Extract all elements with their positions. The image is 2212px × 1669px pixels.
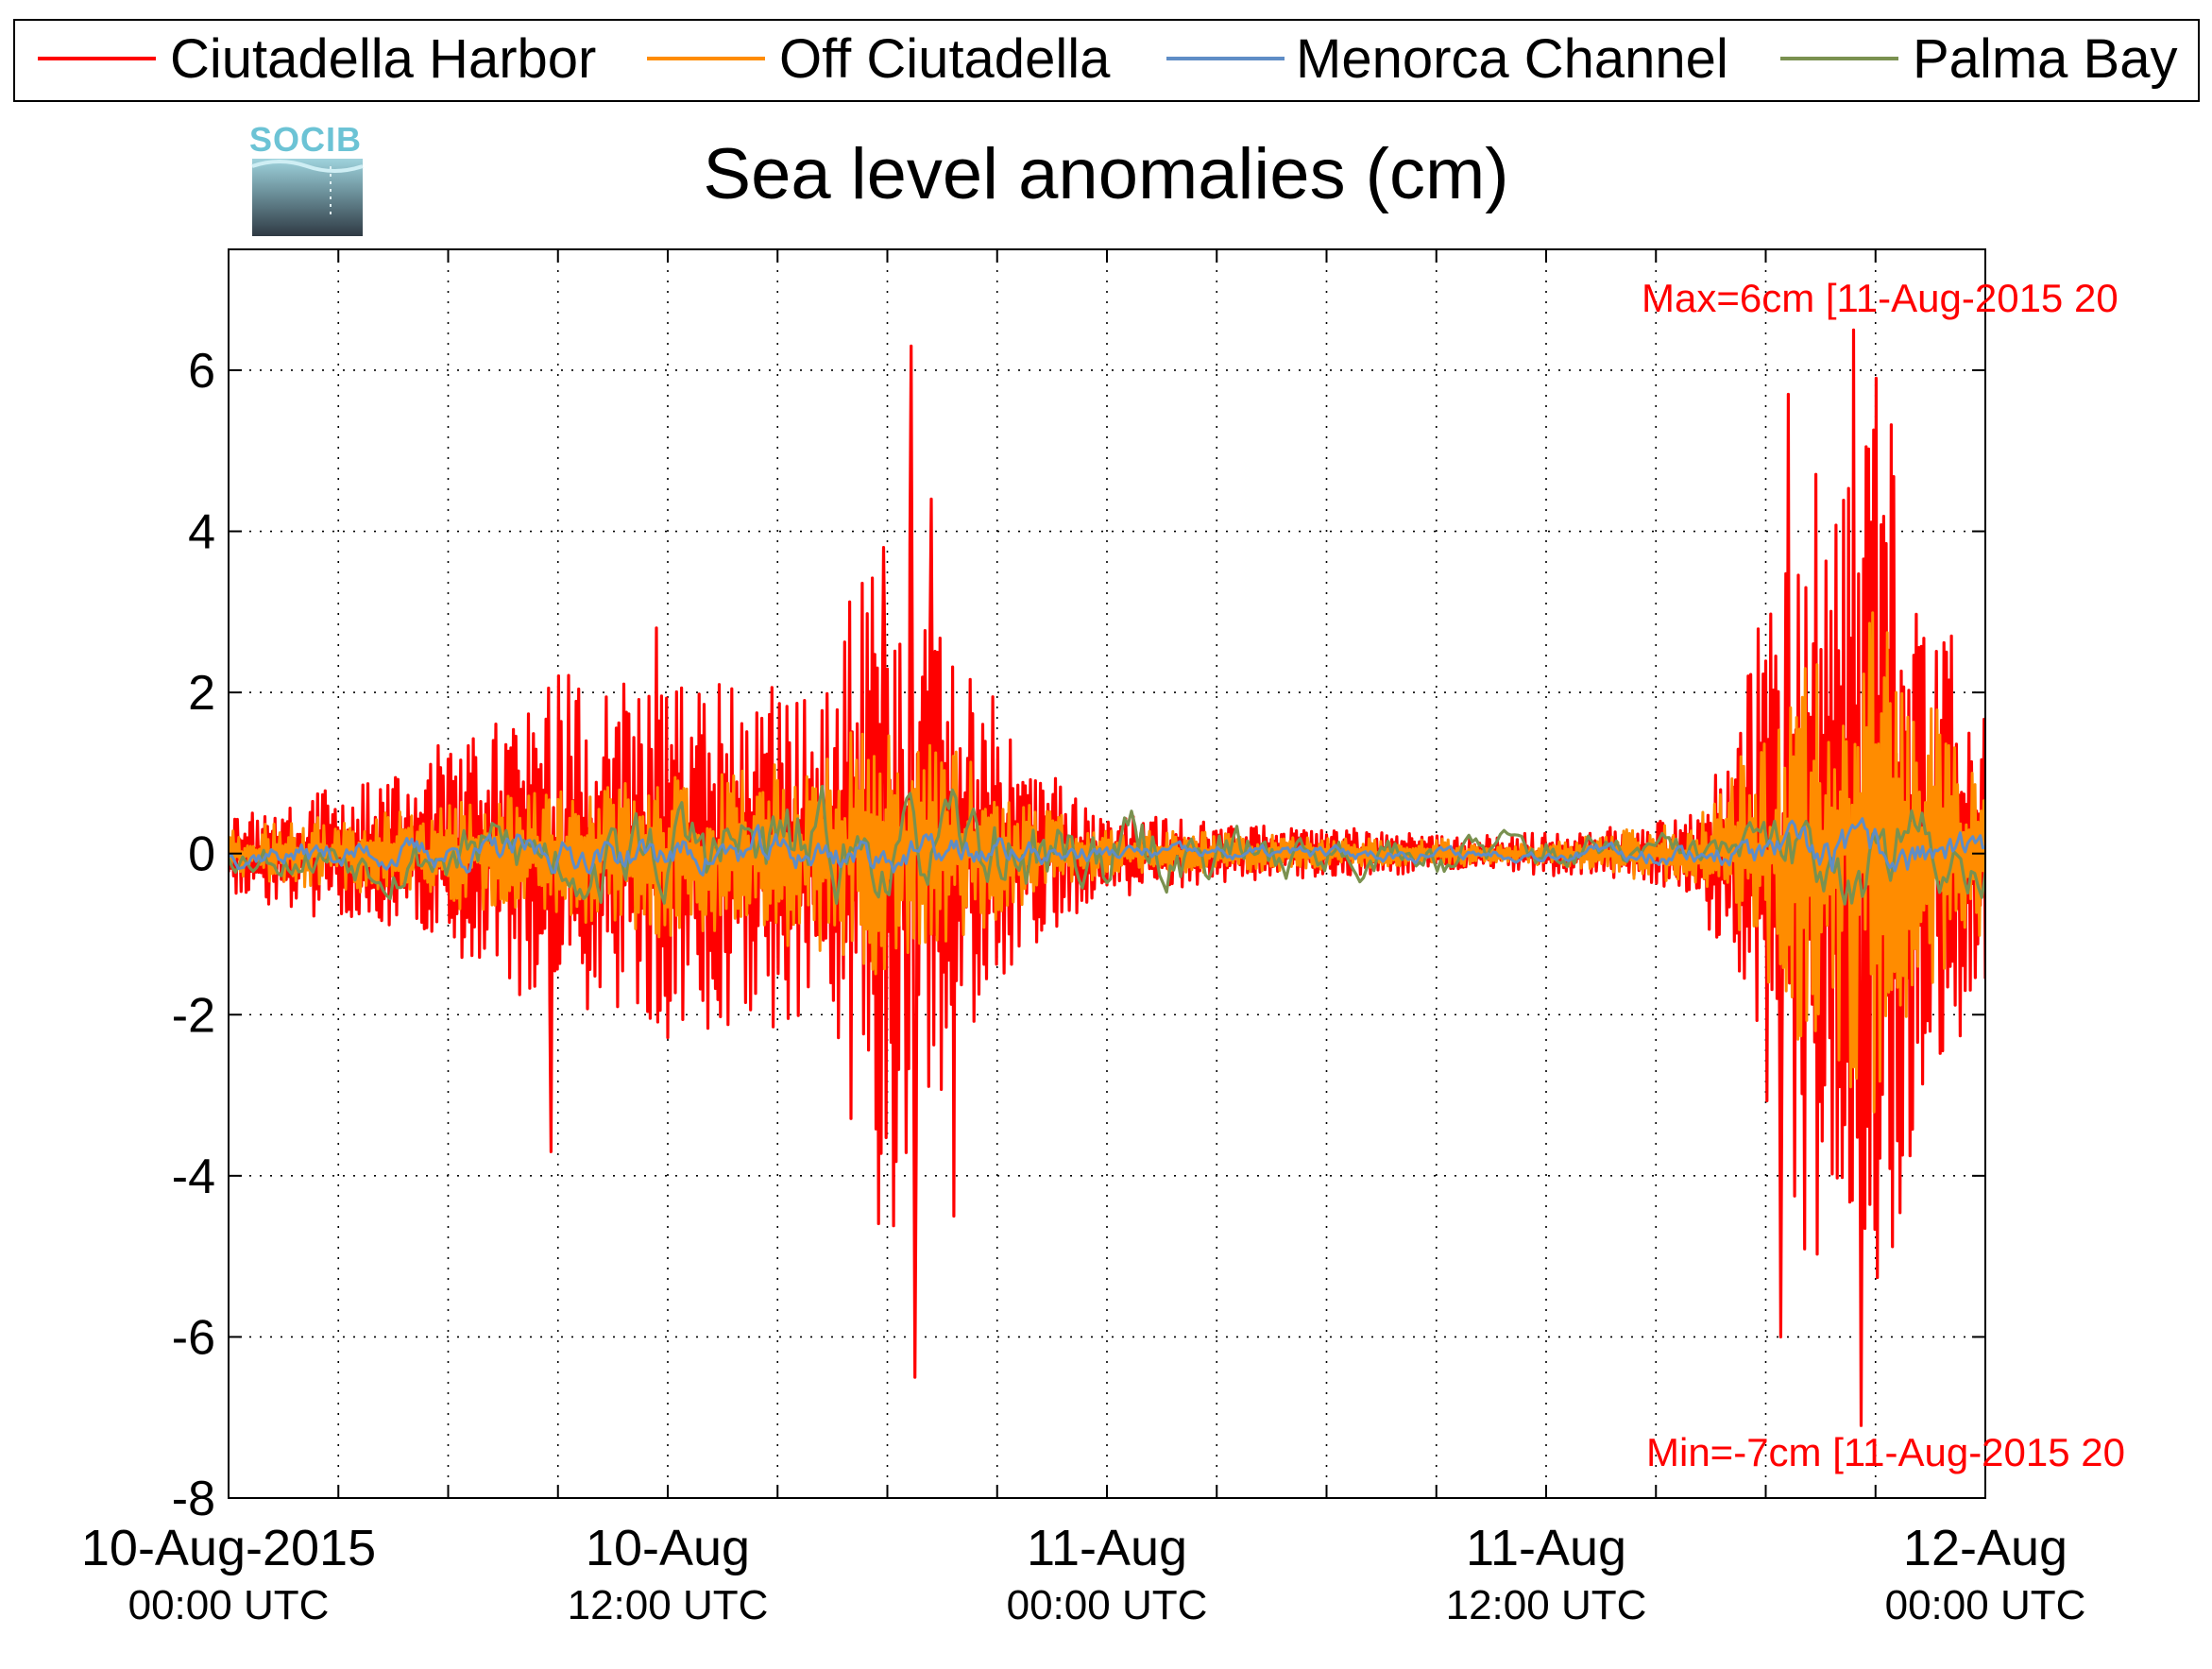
series-line-menorca-channel: [229, 817, 1985, 877]
x-tick-label-date: 11-Aug: [1466, 1520, 1626, 1576]
y-tick-label: -2: [172, 988, 215, 1043]
legend-label-palma-bay: Palma Bay: [1913, 28, 2177, 90]
y-tick-label: -8: [172, 1472, 215, 1526]
series-line-palma-bay: [229, 784, 1985, 906]
x-axis: 10-Aug-2015 00:00 UTC 10-Aug 12:00 UTC 11-Au…: [81, 1520, 2086, 1628]
x-tick-label-time: 00:00 UTC: [128, 1582, 330, 1628]
y-tick-label: 4: [188, 505, 215, 560]
legend: Ciutadella Harbor Off Ciutadella Menorca…: [13, 19, 2200, 102]
chart-title: Sea level anomalies (cm): [703, 134, 1508, 214]
y-tick-label: 2: [188, 666, 215, 721]
x-tick-label-time: 12:00 UTC: [568, 1582, 769, 1628]
axis-ticks: [229, 249, 1985, 1499]
x-tick-label-time: 00:00 UTC: [1885, 1582, 2086, 1628]
x-tick-label-date: 10-Aug-2015: [81, 1520, 376, 1576]
legend-label-menorca-channel: Menorca Channel: [1296, 28, 1728, 90]
y-tick-label: -4: [172, 1150, 215, 1204]
series-layer: [229, 328, 1985, 1427]
x-tick-label-date: 10-Aug: [586, 1520, 750, 1576]
x-tick-label-date: 11-Aug: [1027, 1520, 1187, 1576]
y-tick-label: 6: [188, 344, 215, 399]
x-tick-label-date: 12-Aug: [1903, 1520, 2067, 1576]
legend-label-off-ciutadella: Off Ciutadella: [779, 28, 1111, 90]
y-tick-label: -6: [172, 1310, 215, 1365]
y-tick-label: 0: [188, 827, 215, 882]
socib-logo: SOCIB: [249, 120, 364, 236]
max-annotation: Max=6cm [11-Aug-2015 20: [1642, 276, 2118, 320]
x-tick-label-time: 00:00 UTC: [1007, 1582, 1208, 1628]
y-axis: 6 4 2 0 -2 -4 -6 -8: [172, 344, 215, 1526]
logo-wordmark: SOCIB: [249, 120, 362, 159]
series-line-off-ciutadella: [229, 611, 1985, 1114]
min-annotation: Min=-7cm [11-Aug-2015 20: [1646, 1430, 2125, 1474]
legend-label-ciutadella-harbor: Ciutadella Harbor: [170, 28, 596, 90]
x-tick-label-time: 12:00 UTC: [1446, 1582, 1647, 1628]
